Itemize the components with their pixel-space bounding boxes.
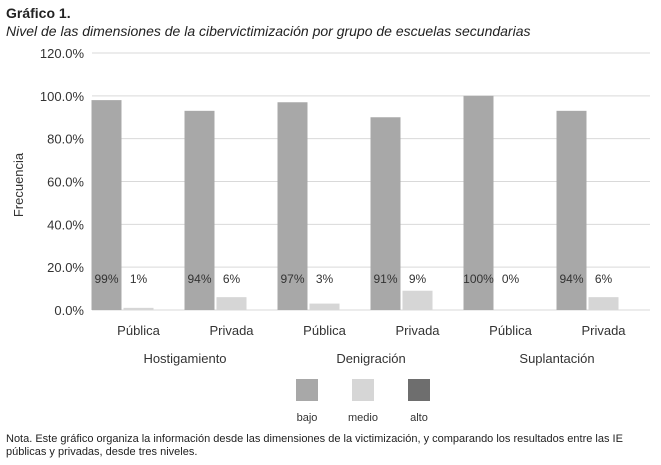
y-tick-label: 20.0% bbox=[47, 260, 84, 275]
bar-chart: 0.0% 20.0% 40.0% 60.0% 80.0% 100.0% 120.0% Fre… bbox=[11, 46, 650, 424]
y-tick-label: 60.0% bbox=[47, 175, 84, 190]
legend-label: bajo bbox=[297, 412, 318, 424]
bar-medio bbox=[309, 303, 340, 310]
bar-bajo bbox=[556, 110, 587, 310]
x-tick-label: Pública bbox=[303, 323, 346, 338]
bar-medio bbox=[588, 297, 619, 310]
data-labels: 99% 1% 94% 6% 97% 3% 91% 9% 100% 0% 94% 6% bbox=[94, 272, 612, 286]
group-label: Denigración bbox=[336, 351, 405, 366]
data-label: 99% bbox=[94, 272, 118, 286]
legend-swatch-alto bbox=[408, 379, 430, 401]
data-label: 94% bbox=[187, 272, 211, 286]
x-axis: Pública Privada Pública Privada Pública Priva… bbox=[117, 323, 626, 366]
legend-label: alto bbox=[410, 412, 428, 424]
figure-note: Nota. Este gráfico organiza la informaci… bbox=[6, 433, 623, 458]
y-tick-label: 100.0% bbox=[40, 89, 85, 104]
bar-bajo bbox=[184, 110, 215, 310]
data-label: 3% bbox=[316, 272, 334, 286]
legend-label: medio bbox=[348, 412, 378, 424]
x-tick-label: Pública bbox=[117, 323, 160, 338]
legend: bajo medio alto bbox=[296, 379, 430, 424]
y-axis-label: Frecuencia bbox=[11, 152, 26, 217]
x-tick-label: Pública bbox=[489, 323, 532, 338]
y-tick-label: 0.0% bbox=[54, 303, 84, 318]
figure-title: Nivel de las dimensiones de la cibervict… bbox=[6, 23, 531, 39]
y-tick-label: 80.0% bbox=[47, 132, 84, 147]
bar-medio bbox=[123, 307, 154, 310]
data-label: 1% bbox=[130, 272, 148, 286]
data-label: 6% bbox=[223, 272, 241, 286]
data-label: 6% bbox=[595, 272, 613, 286]
x-tick-label: Privada bbox=[209, 323, 254, 338]
bar-bajo bbox=[370, 117, 401, 310]
legend-swatch-bajo bbox=[296, 379, 318, 401]
x-tick-label: Privada bbox=[395, 323, 440, 338]
x-tick-label: Privada bbox=[581, 323, 626, 338]
legend-swatch-medio bbox=[352, 379, 374, 401]
y-tick-label: 120.0% bbox=[40, 46, 85, 61]
group-label: Suplantación bbox=[519, 351, 594, 366]
figure-number: Gráfico 1. bbox=[6, 5, 71, 21]
bar-bajo bbox=[463, 95, 494, 310]
group-label: Hostigamiento bbox=[143, 351, 226, 366]
y-tick-label: 40.0% bbox=[47, 217, 84, 232]
bars bbox=[91, 95, 619, 310]
bar-medio bbox=[402, 290, 433, 310]
data-label: 94% bbox=[559, 272, 583, 286]
data-label: 91% bbox=[373, 272, 397, 286]
bar-bajo bbox=[277, 102, 308, 310]
bar-bajo bbox=[91, 100, 122, 310]
bar-medio bbox=[216, 297, 247, 310]
data-label: 0% bbox=[502, 272, 520, 286]
data-label: 100% bbox=[463, 272, 494, 286]
data-label: 9% bbox=[409, 272, 427, 286]
data-label: 97% bbox=[280, 272, 304, 286]
y-axis: 0.0% 20.0% 40.0% 60.0% 80.0% 100.0% 120.0% bbox=[40, 46, 85, 318]
